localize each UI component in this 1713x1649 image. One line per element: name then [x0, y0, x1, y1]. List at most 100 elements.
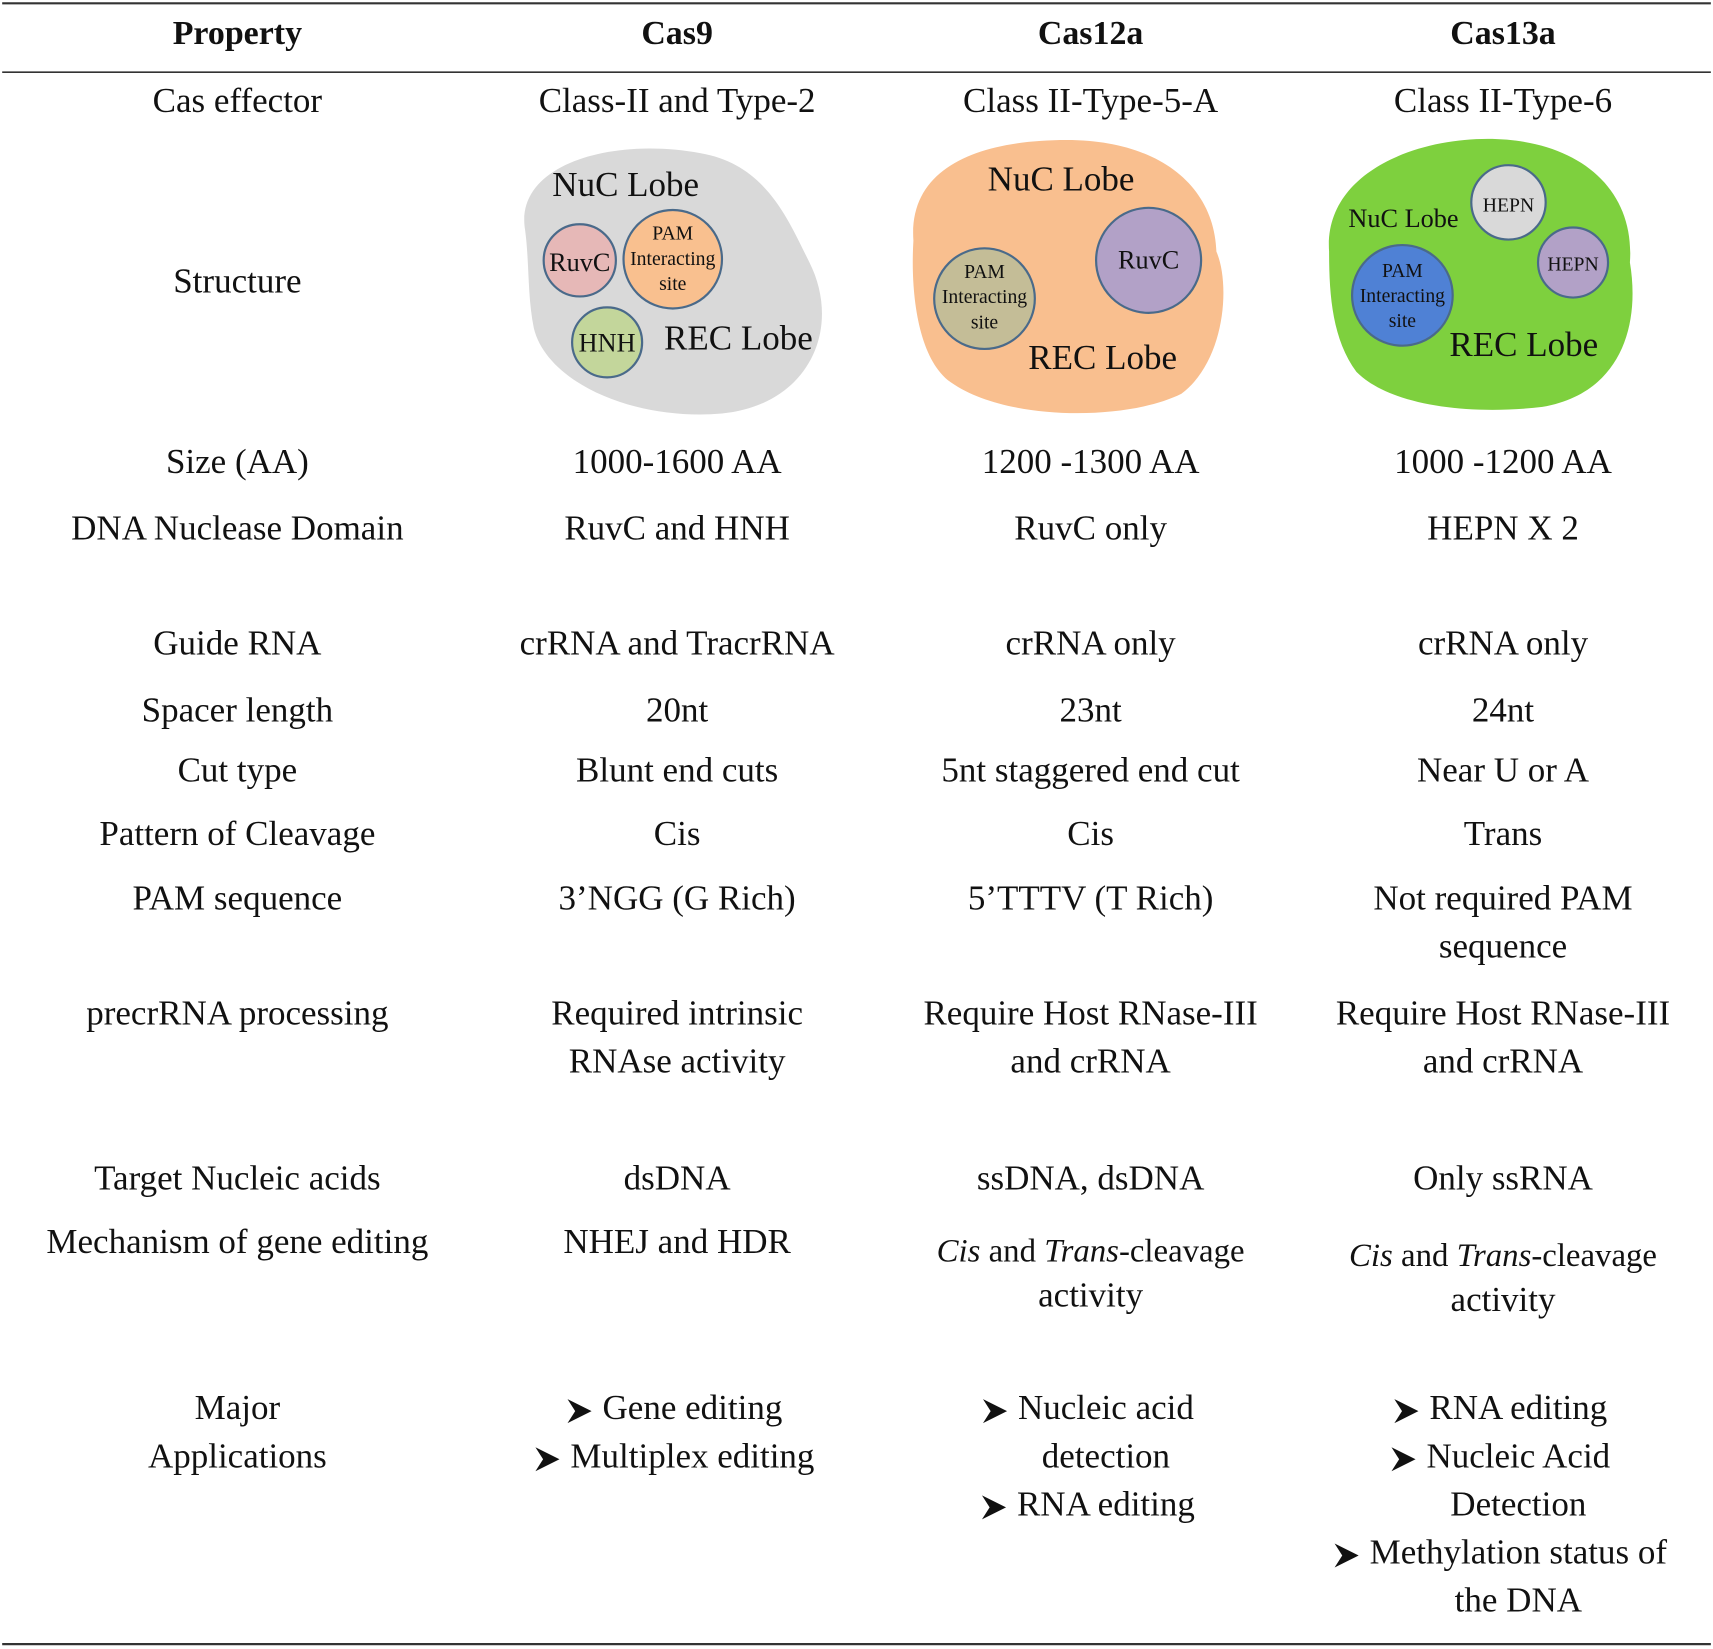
domain-circle [1094, 206, 1203, 314]
header-cell: Property [173, 15, 302, 52]
value-cell-part: and [1393, 1238, 1457, 1274]
value-cell-part: -cleavage [1119, 1233, 1245, 1269]
value-cell: Blunt end cuts [576, 750, 778, 789]
property-cell: Target Nucleic acids [94, 1158, 381, 1197]
value-cell: 5’TTTV (T Rich) [968, 878, 1214, 917]
value-cell: Require Host RNase-III [923, 993, 1257, 1032]
property-cell: PAM sequence [133, 878, 343, 917]
value-cell: dsDNA [624, 1158, 732, 1197]
bullet-arrow [982, 1399, 1008, 1424]
bullet-arrow [1334, 1543, 1359, 1568]
value-cell: 1000 -1200 AA [1394, 442, 1613, 481]
value-cell: and crRNA [1423, 1041, 1584, 1080]
value-cell: and crRNA [1010, 1041, 1171, 1080]
diagram-label: PAM [652, 223, 693, 245]
domain-circle [1350, 243, 1454, 347]
value-cell: 1200 -1300 AA [982, 442, 1201, 481]
domain-circle [542, 223, 617, 298]
application-item: Multiplex editing [570, 1436, 814, 1475]
property-cell: precrRNA processing [86, 993, 388, 1032]
header-cell: Cas13a [1450, 15, 1556, 52]
value-cell: crRNA and TracrRNA [520, 624, 836, 663]
property-cell: Major [195, 1388, 281, 1427]
value-cell: Class-II and Type-2 [539, 81, 816, 120]
diagram-label: site [971, 311, 999, 333]
diagram-label: NuC Lobe [552, 165, 699, 204]
value-cell: 5nt staggered end cut [941, 750, 1240, 789]
header-cell: Cas9 [641, 15, 713, 52]
domain-circle [1470, 164, 1547, 241]
value-cell: RuvC and HNH [564, 509, 790, 548]
property-cell: Size (AA) [166, 442, 309, 481]
bullet-arrow [535, 1447, 560, 1472]
diagram-label: HNH [579, 329, 636, 358]
bullet-arrow [981, 1495, 1007, 1520]
value-cell-part: Cis [937, 1233, 981, 1269]
value-cell: 24nt [1472, 690, 1535, 729]
value-cell: crRNA only [1418, 624, 1589, 663]
property-cell: Applications [148, 1436, 327, 1475]
application-item: detection [1042, 1436, 1170, 1475]
diagram-label: HEPN [1483, 194, 1534, 216]
value-cell: 1000-1600 AA [573, 442, 783, 481]
diagram-label: HEPN [1547, 253, 1598, 275]
diagram-label: Interacting [942, 286, 1027, 308]
value-cell: Cis and Trans-cleavage [937, 1233, 1245, 1269]
value-cell: Class II-Type-5-A [963, 81, 1219, 120]
property-cell: DNA Nuclease Domain [71, 509, 403, 548]
diagram-label: NuC Lobe [1348, 204, 1458, 233]
diagram-label: site [1389, 310, 1417, 332]
property-cell: Mechanism of gene editing [46, 1222, 428, 1261]
value-cell: activity [1451, 1280, 1556, 1319]
value-cell: sequence [1439, 927, 1567, 966]
diagram-label: REC Lobe [664, 318, 813, 357]
value-cell: Not required PAM [1373, 878, 1632, 917]
value-cell: Cis [1067, 814, 1114, 853]
application-item: Gene editing [603, 1388, 783, 1427]
property-cell: Pattern of Cleavage [99, 814, 375, 853]
property-cell: Structure [173, 261, 301, 300]
value-cell: 3’NGG (G Rich) [559, 878, 796, 917]
bullet-arrow [1391, 1447, 1416, 1472]
diagram-label: Interacting [1360, 285, 1445, 307]
property-cell: Cut type [178, 750, 298, 789]
value-cell: 20nt [646, 690, 709, 729]
value-cell: NHEJ and HDR [563, 1222, 791, 1261]
bullet-arrow [1394, 1399, 1419, 1424]
header-cell: Cas12a [1038, 15, 1144, 52]
application-item: Nucleic acid [1018, 1388, 1194, 1427]
value-cell: Trans [1464, 814, 1542, 853]
value-cell-part: Cis [1349, 1238, 1393, 1274]
value-cell: Required intrinsic [551, 993, 803, 1032]
value-cell: Require Host RNase-III [1336, 993, 1670, 1032]
property-cell: Guide RNA [153, 624, 322, 663]
value-cell: Near U or A [1417, 750, 1590, 789]
value-cell: RuvC only [1014, 509, 1167, 548]
value-cell: Cis and Trans-cleavage [1349, 1238, 1657, 1274]
diagram-label: REC Lobe [1449, 325, 1598, 364]
application-item: Methylation status of [1370, 1533, 1668, 1572]
domain-circle [571, 306, 644, 379]
diagram-label: PAM [964, 261, 1005, 283]
diagram-label: Interacting [630, 248, 715, 270]
value-cell-part: -cleavage [1531, 1238, 1657, 1274]
property-cell: Cas effector [153, 81, 323, 120]
application-item: the DNA [1455, 1581, 1583, 1620]
domain-circle [933, 247, 1036, 351]
value-cell: ssDNA, dsDNA [977, 1158, 1205, 1197]
diagram-label: PAM [1382, 260, 1423, 282]
diagram-label: site [659, 273, 687, 295]
application-item: RNA editing [1429, 1388, 1607, 1427]
bullet-arrow [567, 1399, 592, 1424]
value-cell: activity [1038, 1275, 1143, 1314]
diagram-label: REC Lobe [1028, 338, 1177, 377]
application-item: Nucleic Acid [1426, 1436, 1610, 1475]
value-cell: Cis [654, 814, 701, 853]
value-cell-part: and [980, 1233, 1044, 1269]
value-cell: HEPN X 2 [1427, 509, 1579, 548]
property-cell: Spacer length [142, 690, 334, 729]
value-cell: Only ssRNA [1413, 1158, 1594, 1197]
